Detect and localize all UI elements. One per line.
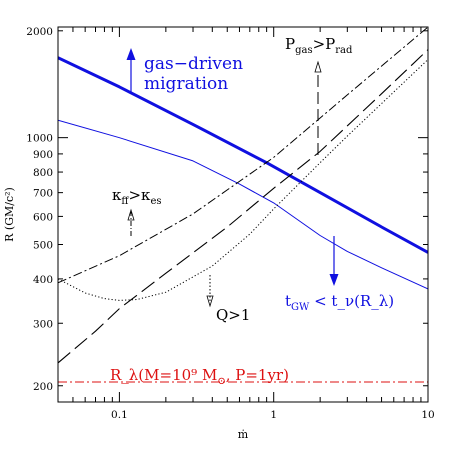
tick-marks — [57, 27, 429, 402]
series-line-5-dotted — [58, 59, 428, 301]
q-label: Q>1 — [216, 306, 250, 324]
series-group — [58, 27, 428, 383]
rlambda-label: R_λ(M=10⁹ M⊙​, P=1yr) — [110, 366, 289, 387]
migration-arrow — [126, 48, 136, 93]
migration-label-line1: gas−driven — [144, 54, 243, 74]
pgas-prad-label: Pgas​>Prad​ — [285, 35, 353, 56]
kappa-label: κff​>κes​ — [112, 186, 162, 207]
tgw-arrow — [329, 236, 339, 286]
x-axis-label: ṁ — [238, 428, 249, 441]
y-axis-label: R (GM/c²) — [3, 187, 16, 242]
y-tick-label: 1000 — [26, 133, 53, 145]
y-tick-label: 800 — [33, 167, 53, 179]
y-tick-label: 200 — [33, 381, 53, 393]
q-arrow — [206, 275, 214, 308]
y-tick-label: 700 — [33, 188, 53, 200]
y-tick-label: 300 — [33, 318, 53, 330]
series-line-1-thick-solid — [58, 56, 428, 254]
y-tick-label: 2000 — [26, 26, 53, 38]
y-tick-label: 500 — [33, 240, 53, 252]
x-tick-label: 10 — [421, 409, 434, 421]
plot-frame — [57, 26, 429, 403]
series-line-3-dash-dot — [58, 27, 428, 284]
migration-label-line2: migration — [144, 74, 228, 94]
y-tick-label: 400 — [33, 274, 53, 286]
y-tick-label: 900 — [33, 149, 53, 161]
x-tick-label: 0.1 — [111, 409, 128, 421]
y-tick-label: 600 — [33, 211, 53, 223]
tick-labels: 0.1 1 10 200 300 400 500 600 700 800 900 1000 2000 — [26, 26, 434, 421]
tgw-label: tGW​ < t_ν(R_λ) — [285, 292, 394, 313]
x-tick-label: 1 — [270, 409, 277, 421]
pgas-arrow — [314, 60, 322, 155]
kappa-arrow — [127, 208, 135, 236]
series-line-2-thin-solid — [58, 119, 428, 290]
